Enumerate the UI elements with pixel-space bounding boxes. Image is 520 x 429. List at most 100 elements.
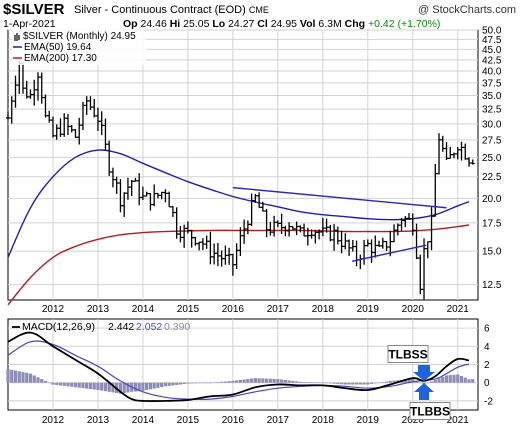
price-bar (88, 96, 93, 110)
ema50-legend-entry: EMA(50) 19.64 (24, 42, 92, 53)
price-bar (28, 89, 33, 99)
price-bar (422, 238, 427, 300)
exchange-label: CME (248, 5, 269, 15)
price-bar (253, 193, 258, 203)
price-bar (459, 141, 464, 161)
macd-histogram-bar (343, 382, 347, 385)
price-bar (437, 133, 442, 175)
macd-histogram-bar (182, 382, 186, 385)
price-bar (444, 142, 449, 160)
macd-histogram-bar (77, 382, 81, 388)
macd-histogram-bar (283, 379, 287, 383)
macd-histogram-bar (28, 373, 33, 383)
price-bar (9, 96, 14, 124)
price-bar (242, 219, 247, 244)
price-x-tick-label: 2016 (222, 304, 245, 315)
price-bar (163, 189, 168, 203)
price-bar (335, 226, 340, 245)
macd-x-tick-label: 2017 (267, 415, 290, 426)
price-bar (47, 110, 52, 123)
price-bar (212, 243, 217, 265)
macd-histogram-bar (433, 379, 437, 383)
price-bar (320, 217, 325, 237)
price-bar (103, 118, 108, 151)
macd-histogram-bar (354, 382, 359, 385)
macd-histogram-bar (324, 382, 329, 384)
price-bar (125, 177, 130, 200)
macd-histogram-bar (268, 378, 272, 383)
volume-label: Vol (299, 18, 316, 30)
chart-subtitle: Silver - Continuous Contract (EOD) CME (74, 4, 269, 16)
macd-histogram-bar (10, 369, 14, 383)
macd-histogram-bar (306, 382, 310, 383)
price-bar (339, 230, 344, 254)
price-bar (204, 235, 209, 249)
price-bar (425, 241, 430, 259)
price-y-tick-label: 12.5 (482, 280, 502, 291)
macd-histogram-bar (62, 382, 66, 386)
macd-histogram-bar (369, 382, 374, 384)
price-bar (32, 79, 37, 106)
price-bar (95, 107, 100, 131)
macd-x-tick-label: 2021 (447, 415, 470, 426)
price-bar (399, 217, 404, 232)
macd-histogram-bar (403, 379, 407, 383)
macd-x-tick-label: 2013 (87, 415, 110, 426)
macd-histogram-bar (193, 382, 198, 384)
price-bar (35, 72, 40, 101)
macd-histogram-bar (6, 369, 10, 383)
price-bar (245, 220, 250, 235)
price-bar (50, 116, 55, 138)
price-bar (463, 143, 468, 160)
price-bar (403, 216, 408, 228)
price-y-tick-label: 45.0 (482, 45, 502, 56)
macd-histogram-bar (25, 372, 29, 383)
macd-histogram-bar (452, 374, 456, 383)
ohlc-readout: Op 24.46 Hi 25.05 Lo 24.27 Cl 24.95 Vol … (123, 18, 440, 30)
price-bar (384, 240, 389, 251)
macd-legend-value: 2.442 (108, 321, 134, 333)
price-bar (279, 213, 284, 234)
macd-histogram-bar (81, 382, 85, 389)
price-bar (178, 225, 183, 243)
price-bar (395, 223, 400, 236)
macd-y-tick-label: 0 (484, 378, 490, 389)
price-bar (84, 96, 89, 115)
macd-histogram-bar (407, 379, 411, 383)
price-bar (238, 227, 243, 257)
macd-histogram-bar (429, 381, 434, 383)
macd-histogram-bar (459, 376, 464, 383)
price-bar (223, 245, 228, 265)
price-bar (313, 229, 318, 244)
low-value: 24.27 (228, 18, 255, 30)
price-y-tick-label: 32.5 (482, 105, 502, 116)
macd-histogram-bar (373, 382, 377, 384)
macd-x-tick-label: 2012 (42, 415, 65, 426)
close-label: Cl (257, 18, 268, 30)
price-x-tick-label: 2012 (42, 304, 65, 315)
macd-x-tick-label: 2020 (402, 415, 425, 426)
price-bar (343, 233, 348, 250)
macd-histogram-bar (294, 381, 299, 383)
macd-histogram-bar (13, 370, 18, 383)
price-x-tick-label: 2018 (312, 304, 335, 315)
macd-histogram-bar (141, 382, 145, 391)
macd-histogram-bar (73, 382, 78, 388)
macd-histogram-bar (448, 375, 452, 383)
price-bar (182, 224, 187, 248)
macd-histogram-bar (377, 382, 381, 384)
price-x-tick-label: 2020 (402, 304, 425, 315)
macd-histogram-bar (313, 382, 317, 383)
price-bar (264, 209, 269, 238)
macd-histogram-bar (347, 382, 351, 385)
macd-histogram-bar (32, 375, 36, 383)
price-bar (189, 229, 194, 248)
price-bar (43, 94, 48, 118)
price-bar (433, 163, 438, 217)
price-bar (234, 243, 239, 270)
price-bar (167, 191, 172, 208)
price-bar (114, 176, 119, 194)
macd-histogram-bar (111, 382, 115, 393)
macd-histogram-bar (100, 382, 104, 391)
